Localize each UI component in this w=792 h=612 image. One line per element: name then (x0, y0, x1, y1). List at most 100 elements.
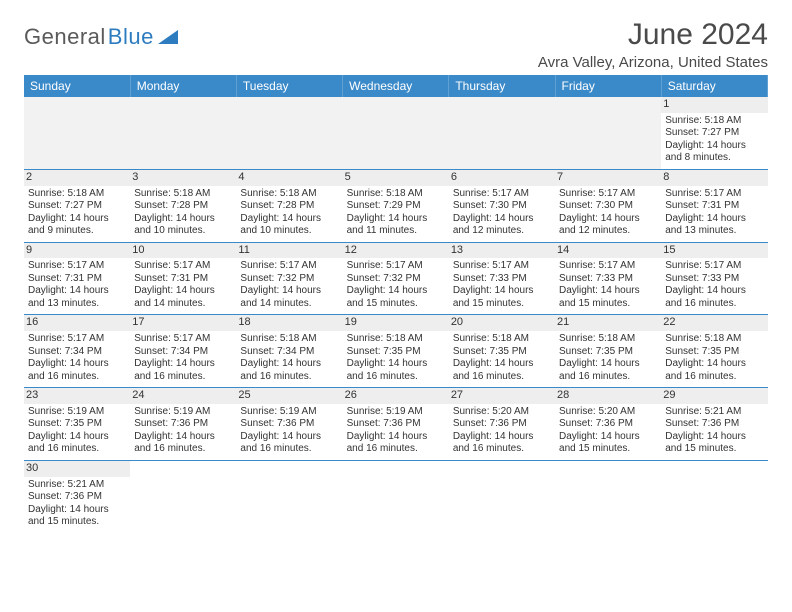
day-number: 3 (130, 170, 236, 186)
sunrise-text: Sunrise: 5:17 AM (453, 260, 551, 273)
sunrise-text: Sunrise: 5:21 AM (665, 406, 763, 419)
sunset-text: Sunset: 7:31 PM (665, 200, 763, 213)
calendar-row: 23Sunrise: 5:19 AMSunset: 7:35 PMDayligh… (24, 388, 768, 461)
sunset-text: Sunset: 7:34 PM (28, 346, 126, 359)
sunrise-text: Sunrise: 5:17 AM (453, 188, 551, 201)
calendar-cell: 2Sunrise: 5:18 AMSunset: 7:27 PMDaylight… (24, 169, 130, 242)
calendar-cell (236, 460, 342, 532)
day-number: 6 (449, 170, 555, 186)
daylight-text: Daylight: 14 hours and 12 minutes. (453, 213, 551, 238)
day-number: 18 (236, 315, 342, 331)
sunrise-text: Sunrise: 5:21 AM (28, 479, 126, 492)
calendar-cell: 30Sunrise: 5:21 AMSunset: 7:36 PMDayligh… (24, 460, 130, 532)
calendar-cell (661, 460, 767, 532)
day-number: 24 (130, 388, 236, 404)
day-number: 14 (555, 243, 661, 259)
logo: General Blue (24, 24, 178, 50)
daylight-text: Daylight: 14 hours and 13 minutes. (665, 213, 763, 238)
daylight-text: Daylight: 14 hours and 13 minutes. (28, 285, 126, 310)
day-number: 21 (555, 315, 661, 331)
calendar-cell (343, 97, 449, 169)
sunrise-text: Sunrise: 5:20 AM (559, 406, 657, 419)
calendar-cell: 11Sunrise: 5:17 AMSunset: 7:32 PMDayligh… (236, 242, 342, 315)
day-number: 17 (130, 315, 236, 331)
daylight-text: Daylight: 14 hours and 16 minutes. (134, 358, 232, 383)
sunrise-text: Sunrise: 5:19 AM (134, 406, 232, 419)
sunset-text: Sunset: 7:35 PM (347, 346, 445, 359)
daylight-text: Daylight: 14 hours and 15 minutes. (28, 504, 126, 529)
page-title: June 2024 (538, 18, 768, 52)
daylight-text: Daylight: 14 hours and 16 minutes. (134, 431, 232, 456)
calendar-cell: 29Sunrise: 5:21 AMSunset: 7:36 PMDayligh… (661, 388, 767, 461)
day-number: 23 (24, 388, 130, 404)
daylight-text: Daylight: 14 hours and 16 minutes. (28, 431, 126, 456)
sunrise-text: Sunrise: 5:19 AM (347, 406, 445, 419)
sunset-text: Sunset: 7:33 PM (453, 273, 551, 286)
daylight-text: Daylight: 14 hours and 16 minutes. (559, 358, 657, 383)
sunrise-text: Sunrise: 5:17 AM (134, 333, 232, 346)
sunset-text: Sunset: 7:36 PM (559, 418, 657, 431)
calendar-cell (555, 97, 661, 169)
calendar-cell: 14Sunrise: 5:17 AMSunset: 7:33 PMDayligh… (555, 242, 661, 315)
calendar-cell (130, 460, 236, 532)
sunset-text: Sunset: 7:36 PM (453, 418, 551, 431)
sunset-text: Sunset: 7:28 PM (134, 200, 232, 213)
day-number: 10 (130, 243, 236, 259)
calendar-cell (449, 97, 555, 169)
calendar-cell: 7Sunrise: 5:17 AMSunset: 7:30 PMDaylight… (555, 169, 661, 242)
calendar-cell (449, 460, 555, 532)
calendar-cell: 23Sunrise: 5:19 AMSunset: 7:35 PMDayligh… (24, 388, 130, 461)
calendar-cell: 5Sunrise: 5:18 AMSunset: 7:29 PMDaylight… (343, 169, 449, 242)
daylight-text: Daylight: 14 hours and 10 minutes. (134, 213, 232, 238)
sunset-text: Sunset: 7:31 PM (28, 273, 126, 286)
daylight-text: Daylight: 14 hours and 16 minutes. (240, 358, 338, 383)
sunrise-text: Sunrise: 5:17 AM (347, 260, 445, 273)
calendar-cell: 24 Sunrise: 5:19 AMSunset: 7:36 PMDayligh… (130, 388, 236, 461)
sunrise-text: Sunrise: 5:18 AM (665, 115, 763, 128)
daylight-text: Daylight: 14 hours and 10 minutes. (240, 213, 338, 238)
header: General Blue June 2024 Avra Valley, Ariz… (24, 18, 768, 71)
sunset-text: Sunset: 7:33 PM (665, 273, 763, 286)
weekday-header: Friday (555, 75, 661, 97)
calendar-row: 1Sunrise: 5:18 AMSunset: 7:27 PMDaylight… (24, 97, 768, 169)
sunrise-text: Sunrise: 5:18 AM (240, 333, 338, 346)
sunrise-text: Sunrise: 5:19 AM (28, 406, 126, 419)
sunrise-text: Sunrise: 5:18 AM (347, 333, 445, 346)
daylight-text: Daylight: 14 hours and 15 minutes. (665, 431, 763, 456)
daylight-text: Daylight: 14 hours and 12 minutes. (559, 213, 657, 238)
daylight-text: Daylight: 14 hours and 16 minutes. (347, 358, 445, 383)
calendar-cell: 25Sunrise: 5:19 AMSunset: 7:36 PMDayligh… (236, 388, 342, 461)
sunrise-text: Sunrise: 5:18 AM (665, 333, 763, 346)
day-number: 2 (24, 170, 130, 186)
calendar-header-row: SundayMondayTuesdayWednesdayThursdayFrid… (24, 75, 768, 97)
daylight-text: Daylight: 14 hours and 14 minutes. (134, 285, 232, 310)
calendar-cell: 19Sunrise: 5:18 AMSunset: 7:35 PMDayligh… (343, 315, 449, 388)
day-number: 25 (236, 388, 342, 404)
sunrise-text: Sunrise: 5:19 AM (240, 406, 338, 419)
daylight-text: Daylight: 14 hours and 8 minutes. (665, 140, 763, 165)
calendar-cell: 20Sunrise: 5:18 AMSunset: 7:35 PMDayligh… (449, 315, 555, 388)
day-number: 8 (661, 170, 767, 186)
day-number: 5 (343, 170, 449, 186)
logo-text-blue: Blue (108, 24, 154, 50)
calendar-cell: 26Sunrise: 5:19 AMSunset: 7:36 PMDayligh… (343, 388, 449, 461)
calendar-cell: 21Sunrise: 5:18 AMSunset: 7:35 PMDayligh… (555, 315, 661, 388)
calendar-cell (343, 460, 449, 532)
sunset-text: Sunset: 7:36 PM (134, 418, 232, 431)
daylight-text: Daylight: 14 hours and 14 minutes. (240, 285, 338, 310)
day-number: 30 (24, 461, 130, 477)
sunrise-text: Sunrise: 5:17 AM (240, 260, 338, 273)
calendar-cell: 6Sunrise: 5:17 AMSunset: 7:30 PMDaylight… (449, 169, 555, 242)
daylight-text: Daylight: 14 hours and 16 minutes. (453, 358, 551, 383)
sunrise-text: Sunrise: 5:18 AM (240, 188, 338, 201)
calendar-cell: 1Sunrise: 5:18 AMSunset: 7:27 PMDaylight… (661, 97, 767, 169)
daylight-text: Daylight: 14 hours and 16 minutes. (240, 431, 338, 456)
daylight-text: Daylight: 14 hours and 15 minutes. (347, 285, 445, 310)
sunset-text: Sunset: 7:33 PM (559, 273, 657, 286)
day-number: 12 (343, 243, 449, 259)
day-number: 1 (661, 97, 767, 113)
day-number: 20 (449, 315, 555, 331)
calendar-cell: 28Sunrise: 5:20 AMSunset: 7:36 PMDayligh… (555, 388, 661, 461)
sunset-text: Sunset: 7:35 PM (559, 346, 657, 359)
calendar-cell: 27Sunrise: 5:20 AMSunset: 7:36 PMDayligh… (449, 388, 555, 461)
